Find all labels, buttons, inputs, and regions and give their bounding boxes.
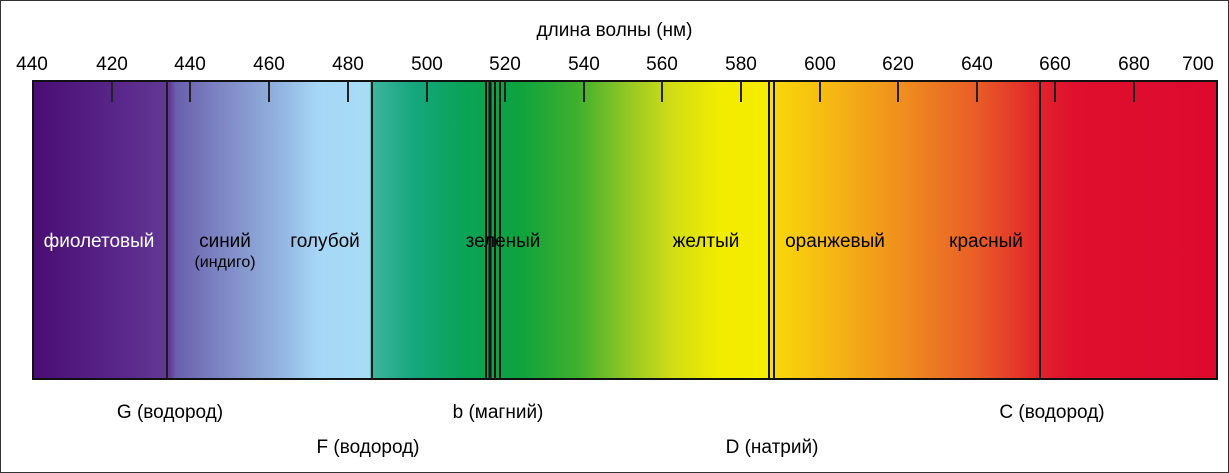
band-sublabel-indigo: (индиго) — [194, 254, 256, 271]
tick-label: 560 — [646, 54, 678, 75]
tick-label: 580 — [725, 54, 757, 75]
d-sodium-lines — [768, 81, 775, 379]
label-c-hydrogen: C (водород) — [999, 402, 1105, 423]
band-label-green: зеленый — [465, 231, 541, 252]
tick-label: 480 — [332, 54, 364, 75]
tick-label: 620 — [882, 54, 914, 75]
band-label-yellow: желтый — [672, 231, 740, 252]
band-label-violet: фиолетовый — [43, 231, 155, 252]
tick-label: 600 — [804, 54, 836, 75]
tick-label: 440 — [16, 54, 48, 75]
tick-label: 440 — [174, 54, 206, 75]
tick-label: 520 — [489, 54, 521, 75]
tick-label: 500 — [411, 54, 443, 75]
label-b-magnesium: b (магний) — [452, 402, 544, 423]
b-magnesium-lines — [485, 81, 501, 379]
band-label-blue: синий — [199, 231, 251, 252]
label-f-hydrogen: F (водород) — [316, 437, 420, 458]
tick-label: 460 — [253, 54, 285, 75]
band-label-orange: оранжевый — [785, 231, 885, 252]
tick-label: 420 — [96, 54, 128, 75]
tick-label: 700 — [1182, 54, 1214, 75]
tick-label: 660 — [1039, 54, 1071, 75]
color-spectrum — [32, 80, 1218, 380]
label-g-hydrogen: G (водород) — [116, 402, 224, 423]
tick-label: 640 — [961, 54, 993, 75]
band-label-cyan: голубой — [290, 231, 360, 252]
label-d-sodium: D (натрий) — [725, 437, 819, 458]
axis-title: длина волны (нм) — [536, 20, 693, 41]
band-label-red: красный — [949, 231, 1023, 252]
tick-label: 680 — [1118, 54, 1150, 75]
tick-label: 540 — [568, 54, 600, 75]
